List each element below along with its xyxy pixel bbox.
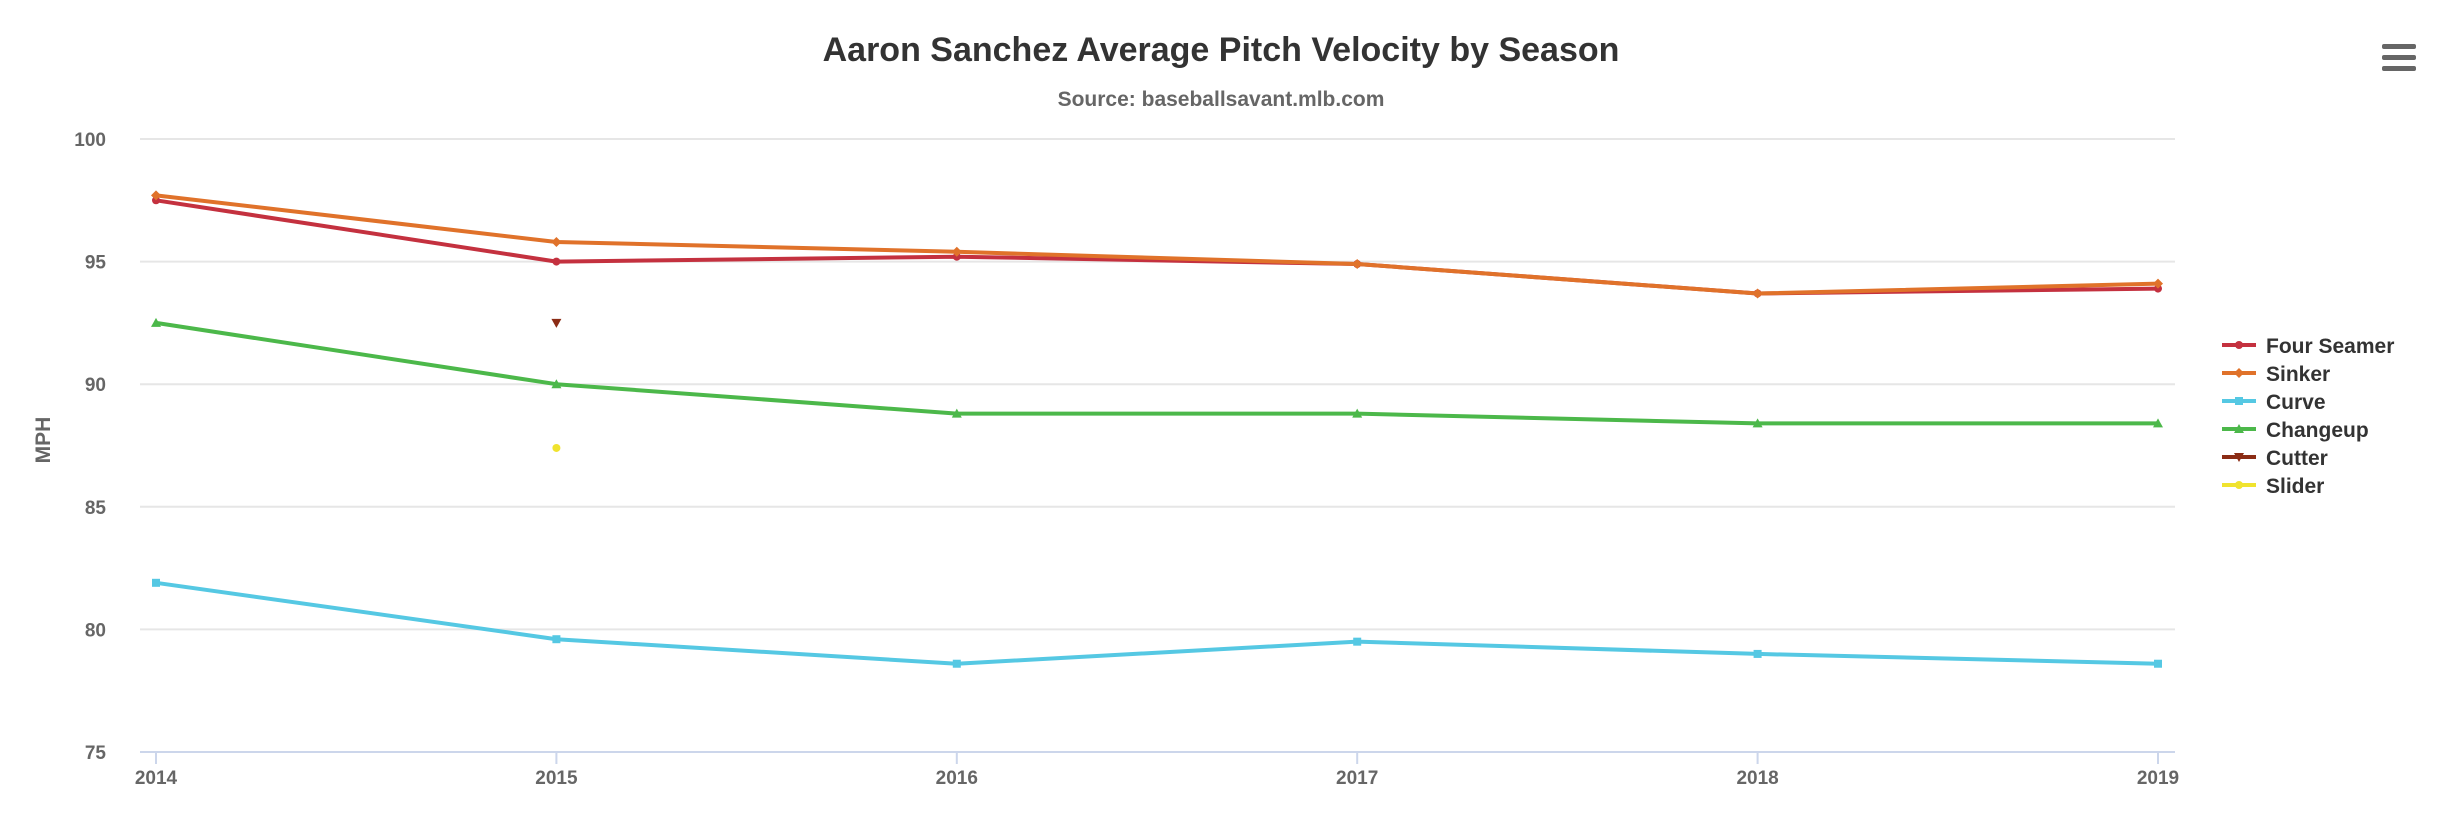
legend: Four Seamer Sinker Curve Changeup Cutter Slid… [2222, 335, 2394, 498]
legend-label: Four Seamer [2266, 335, 2394, 358]
legend-symbol-marker[interactable] [2235, 481, 2243, 489]
data-point[interactable] [151, 317, 161, 327]
legend-label: Slider [2266, 475, 2324, 498]
y-tick-label: 95 [85, 253, 107, 274]
data-point[interactable] [951, 408, 962, 418]
data-point[interactable] [1752, 288, 1763, 299]
data-point[interactable] [1753, 649, 1762, 658]
legend-label: Changeup [2266, 419, 2369, 442]
data-point[interactable] [151, 190, 161, 201]
data-point[interactable] [552, 443, 561, 452]
data-point[interactable] [2153, 418, 2163, 428]
series-slider [552, 443, 561, 452]
y-axis-title: MPH [32, 417, 55, 464]
data-point[interactable] [551, 236, 562, 247]
x-tick-label: 2019 [2137, 768, 2179, 789]
x-tick-label: 2014 [135, 768, 178, 789]
series-line[interactable] [154, 198, 2160, 296]
data-point[interactable] [2154, 659, 2162, 668]
y-tick-label: 80 [85, 620, 106, 641]
legend-item[interactable]: Sinker [2222, 363, 2330, 386]
hamburger-menu-icon[interactable] [2380, 40, 2418, 74]
data-point[interactable] [552, 635, 561, 644]
legend-item[interactable]: Slider [2222, 475, 2324, 498]
legend-label: Sinker [2266, 363, 2330, 386]
legend-symbol-marker[interactable] [2234, 368, 2244, 378]
x-tick-label: 2015 [535, 768, 578, 789]
legend-symbol-marker[interactable] [2235, 341, 2243, 349]
legend-item[interactable]: Four Seamer [2222, 335, 2394, 358]
data-point[interactable] [152, 578, 160, 587]
x-tick-label: 2016 [936, 768, 978, 789]
grid: 75 80 85 90 95 100 [74, 130, 2175, 764]
series-sinker [151, 190, 2163, 299]
series-line[interactable] [154, 193, 2160, 296]
series-curve [152, 578, 2162, 668]
data-point[interactable] [551, 318, 562, 328]
legend-symbol-marker[interactable] [2234, 453, 2244, 462]
series-line[interactable] [154, 320, 2160, 426]
data-point[interactable] [1352, 408, 1363, 418]
series-cutter [551, 318, 562, 328]
data-point[interactable] [1353, 637, 1362, 646]
x-axis: 2014 2015 2016 2017 2018 2019 [135, 751, 2179, 789]
plot-area [151, 190, 2163, 668]
legend-label: Curve [2266, 391, 2326, 414]
series-line[interactable] [154, 580, 2160, 666]
x-tick-label: 2017 [1336, 768, 1378, 789]
chart-subtitle: Source: baseballsavant.mlb.com [1058, 88, 1385, 111]
legend-item[interactable]: Curve [2222, 391, 2326, 414]
data-point[interactable] [551, 379, 562, 389]
legend-symbol-marker[interactable] [2235, 397, 2243, 405]
series-changeup [151, 317, 2163, 428]
legend-item[interactable]: Changeup [2222, 419, 2369, 442]
series-four-seamer [152, 196, 2162, 298]
legend-label: Cutter [2266, 447, 2328, 470]
y-tick-label: 100 [74, 130, 106, 151]
y-tick-label: 85 [85, 498, 107, 519]
y-tick-label: 75 [85, 743, 107, 764]
data-point[interactable] [552, 257, 561, 266]
data-point[interactable] [1352, 259, 1363, 270]
legend-symbol-marker[interactable] [2234, 424, 2244, 433]
data-point[interactable] [951, 246, 962, 257]
chart-title: Aaron Sanchez Average Pitch Velocity by … [823, 31, 1620, 69]
data-point[interactable] [1752, 418, 1763, 428]
data-point[interactable] [952, 659, 961, 668]
x-tick-label: 2018 [1736, 768, 1778, 789]
y-tick-label: 90 [85, 375, 106, 396]
legend-item[interactable]: Cutter [2222, 447, 2328, 470]
data-point[interactable] [2153, 278, 2163, 289]
